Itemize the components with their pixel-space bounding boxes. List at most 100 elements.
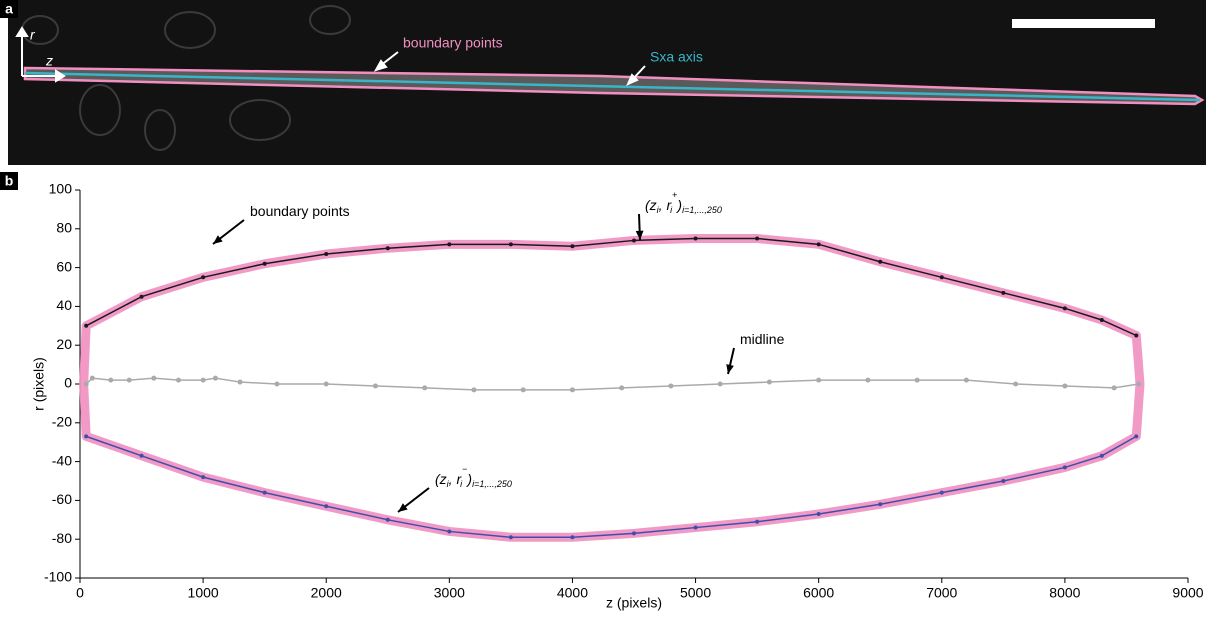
boundary-point bbox=[447, 529, 451, 533]
boundary-point bbox=[509, 242, 513, 246]
y-tick-label: -20 bbox=[52, 414, 72, 430]
boundary-line bbox=[86, 239, 1136, 336]
boundary-point bbox=[324, 252, 328, 256]
midline-point bbox=[176, 378, 181, 383]
annotation: midline bbox=[740, 331, 785, 347]
boundary-point bbox=[694, 526, 698, 530]
boundary-point bbox=[1100, 318, 1104, 322]
midline bbox=[86, 378, 1139, 390]
x-axis-label: z (pixels) bbox=[606, 595, 662, 611]
boundary-point bbox=[201, 475, 205, 479]
midline-point bbox=[1112, 385, 1117, 390]
x-tick-label: 5000 bbox=[680, 585, 711, 601]
midline-point bbox=[373, 383, 378, 388]
x-tick-label: 4000 bbox=[557, 585, 588, 601]
boundary-point bbox=[1001, 291, 1005, 295]
boundary-point bbox=[940, 275, 944, 279]
annotation-part: (z bbox=[645, 197, 657, 213]
midline-point bbox=[274, 382, 279, 387]
midline-point bbox=[127, 378, 132, 383]
annotation: boundary points bbox=[250, 203, 350, 219]
boundary-point bbox=[694, 237, 698, 241]
midline-point bbox=[90, 376, 95, 381]
midline-point bbox=[151, 376, 156, 381]
boundary-point bbox=[1134, 334, 1138, 338]
midline-point bbox=[865, 378, 870, 383]
annotation-part: i bbox=[460, 479, 463, 489]
boundary-point bbox=[324, 504, 328, 508]
midline-point bbox=[718, 382, 723, 387]
annotation-part: i bbox=[670, 205, 673, 215]
midline-point bbox=[213, 376, 218, 381]
boundary-point bbox=[632, 238, 636, 242]
boundary-point bbox=[386, 246, 390, 250]
midline-point bbox=[422, 385, 427, 390]
boundary-point bbox=[1063, 306, 1067, 310]
boundary-point bbox=[940, 491, 944, 495]
midline-point bbox=[1136, 382, 1141, 387]
midline-point bbox=[964, 378, 969, 383]
boundary-point bbox=[509, 535, 513, 539]
boundary-point bbox=[570, 244, 574, 248]
boundary-point bbox=[140, 454, 144, 458]
midline-point bbox=[521, 387, 526, 392]
y-tick-label: -60 bbox=[52, 491, 72, 507]
midline-point bbox=[238, 380, 243, 385]
boundary-point bbox=[140, 295, 144, 299]
x-tick-label: 7000 bbox=[926, 585, 957, 601]
annotation-part: i=1,...,250 bbox=[472, 479, 512, 489]
figure: r z boundary points Sxa axis a b -100-80… bbox=[0, 0, 1214, 616]
y-tick-label: -40 bbox=[52, 452, 72, 468]
midline-point bbox=[915, 378, 920, 383]
page: r z boundary points Sxa axis a b -100-80… bbox=[0, 0, 1214, 621]
boundary-point bbox=[1063, 465, 1067, 469]
midline-point bbox=[108, 378, 113, 383]
boundary-point bbox=[263, 262, 267, 266]
midline-point bbox=[1062, 383, 1067, 388]
boundary-point bbox=[570, 535, 574, 539]
boundary-point bbox=[84, 434, 88, 438]
boundary-point bbox=[632, 531, 636, 535]
y-tick-label: -80 bbox=[52, 530, 72, 546]
midline-point bbox=[84, 382, 89, 387]
boundary-point bbox=[878, 260, 882, 264]
annotation-part: midline bbox=[740, 331, 785, 347]
annotation-part: (z bbox=[435, 471, 447, 487]
y-tick-label: -100 bbox=[44, 569, 72, 585]
annotation: Sxa axis bbox=[650, 49, 703, 65]
x-tick-label: 6000 bbox=[803, 585, 834, 601]
x-tick-label: 8000 bbox=[1049, 585, 1080, 601]
boundary-point bbox=[1001, 479, 1005, 483]
boundary-point bbox=[817, 512, 821, 516]
boundary-point bbox=[447, 242, 451, 246]
midline-point bbox=[201, 378, 206, 383]
midline-point bbox=[767, 380, 772, 385]
y-tick-label: 100 bbox=[49, 181, 73, 197]
y-tick-label: 40 bbox=[56, 297, 72, 313]
midline-point bbox=[324, 382, 329, 387]
midline-point bbox=[668, 383, 673, 388]
panel-label: a bbox=[5, 1, 13, 17]
x-tick-label: 3000 bbox=[434, 585, 465, 601]
scale-bar bbox=[1012, 19, 1155, 28]
boundary-point bbox=[263, 491, 267, 495]
annotation: boundary points bbox=[403, 35, 503, 51]
y-tick-label: 20 bbox=[56, 336, 72, 352]
x-tick-label: 2000 bbox=[311, 585, 342, 601]
midline-point bbox=[471, 387, 476, 392]
midline-point bbox=[816, 378, 821, 383]
boundary-point bbox=[1100, 454, 1104, 458]
boundary-point bbox=[1134, 434, 1138, 438]
panel-label: b bbox=[5, 173, 14, 189]
annotation-part: i=1,...,250 bbox=[682, 205, 722, 215]
x-tick-label: 9000 bbox=[1172, 585, 1203, 601]
y-tick-label: 60 bbox=[56, 258, 72, 274]
boundary-point bbox=[201, 275, 205, 279]
boundary-point bbox=[386, 518, 390, 522]
y-tick-label: 0 bbox=[64, 375, 72, 391]
boundary-point bbox=[84, 324, 88, 328]
z-axis-label: z bbox=[45, 53, 53, 69]
x-tick-label: 0 bbox=[76, 585, 84, 601]
midline-point bbox=[1013, 382, 1018, 387]
annotation-part: boundary points bbox=[250, 203, 350, 219]
